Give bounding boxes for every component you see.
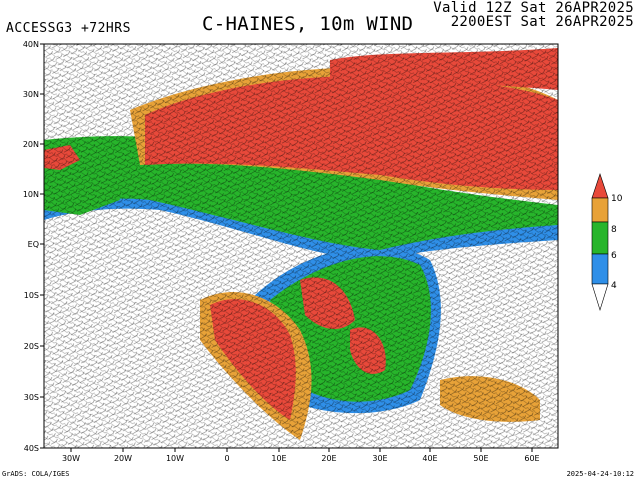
legend-label-8: 8 [611,225,617,235]
lat-axis: 40N 30N 20N 10N EQ 10S 20S 30S 40S [23,40,44,453]
legend-swatch-blue [591,253,609,285]
lat-label-40s: 40S [24,444,39,453]
legend-label-6: 6 [611,251,617,261]
color-bar-legend: 10 8 6 4 [591,173,623,312]
chart-title: C-HAINES, 10m WIND [202,13,414,35]
map-field [44,44,558,448]
lat-label-10s: 10S [24,291,39,300]
lon-axis: 30W 20W 10W 0 10E 20E 30E 40E 50E 60E [62,448,540,463]
lon-label-20w: 20W [114,454,132,463]
model-run-label: ACCESSG3 +72HRS [6,21,131,36]
legend-label-4: 4 [611,281,617,291]
lon-label-20e: 20E [321,454,336,463]
lat-label-20s: 20S [24,342,39,351]
valid-time-local: 2200EST Sat 26APR2025 [450,14,634,30]
lon-label-40e: 40E [422,454,437,463]
lon-label-30w: 30W [62,454,80,463]
legend-label-10: 10 [611,194,623,204]
lat-label-20n: 20N [23,140,39,149]
lon-label-30e: 30E [372,454,387,463]
generation-timestamp: 2025-04-24-10:12 [566,470,634,478]
lat-label-eq: EQ [28,240,39,249]
lat-label-30n: 30N [23,90,39,99]
lon-label-50e: 50E [473,454,488,463]
valid-time-utc: Valid 12Z Sat 26APR2025 [433,0,634,16]
lat-label-10n: 10N [23,190,39,199]
legend-swatch-red [591,173,609,199]
grads-credit: GrADS: COLA/IGES [2,470,70,478]
plot-frame [43,43,559,449]
lon-label-60e: 60E [524,454,539,463]
lat-label-30s: 30S [24,393,39,402]
lat-label-40n: 40N [23,40,39,49]
lon-label-0: 0 [224,454,229,463]
legend-swatch-orange [591,197,609,223]
legend-swatch-green [591,221,609,255]
lon-label-10e: 10E [271,454,286,463]
lon-label-10w: 10W [166,454,184,463]
legend-swatch-white [591,283,609,312]
